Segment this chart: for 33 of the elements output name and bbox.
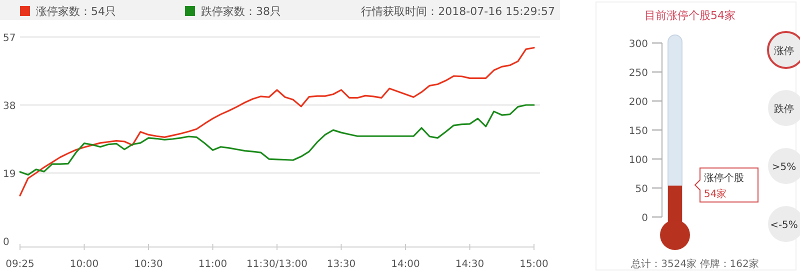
y-tick-label: 0	[642, 213, 648, 224]
y-tick-label: 150	[628, 126, 648, 137]
text: 总计：3524家 停牌：162家	[630, 258, 759, 270]
y-tick-label: 57	[3, 33, 16, 44]
legend-label: 跌停家数：38只	[201, 5, 281, 18]
text: 涨停个股	[704, 172, 744, 184]
x-tick-label: 11:30/13:00	[246, 259, 308, 270]
y-tick-label: 19	[3, 169, 16, 180]
line-series	[19, 46, 535, 196]
text: 行情获取时间：2018-07-16 15:29:57	[361, 5, 555, 18]
line-series	[19, 104, 535, 176]
text: 跌停	[774, 103, 794, 115]
y-tick-label: 100	[628, 155, 648, 166]
x-tick-label: 10:00	[70, 259, 99, 270]
y-tick-label: 38	[3, 101, 16, 112]
x-tick-label: 13:30	[326, 259, 356, 270]
y-tick-label: 250	[628, 68, 648, 79]
text: <-5%	[770, 220, 798, 231]
x-tick-label: 11:00	[198, 259, 228, 270]
legend-label: 涨停家数：54只	[36, 5, 116, 18]
chart-title: 目前涨停个股54家	[644, 9, 736, 22]
y-tick-label: 0	[3, 237, 10, 248]
y-tick-label: 50	[635, 184, 648, 195]
x-tick-label: 14:30	[455, 259, 484, 270]
text: 涨停	[774, 45, 794, 57]
x-tick-label: 10:30	[134, 259, 163, 270]
x-tick-label: 14:00	[391, 259, 420, 270]
x-tick-label: 09:25	[6, 259, 34, 270]
y-tick-label: 300	[628, 39, 648, 50]
text: >5%	[772, 162, 796, 173]
y-tick-label: 200	[628, 97, 648, 108]
text: 54家	[704, 188, 727, 200]
x-tick-label: 15:00	[520, 259, 548, 270]
